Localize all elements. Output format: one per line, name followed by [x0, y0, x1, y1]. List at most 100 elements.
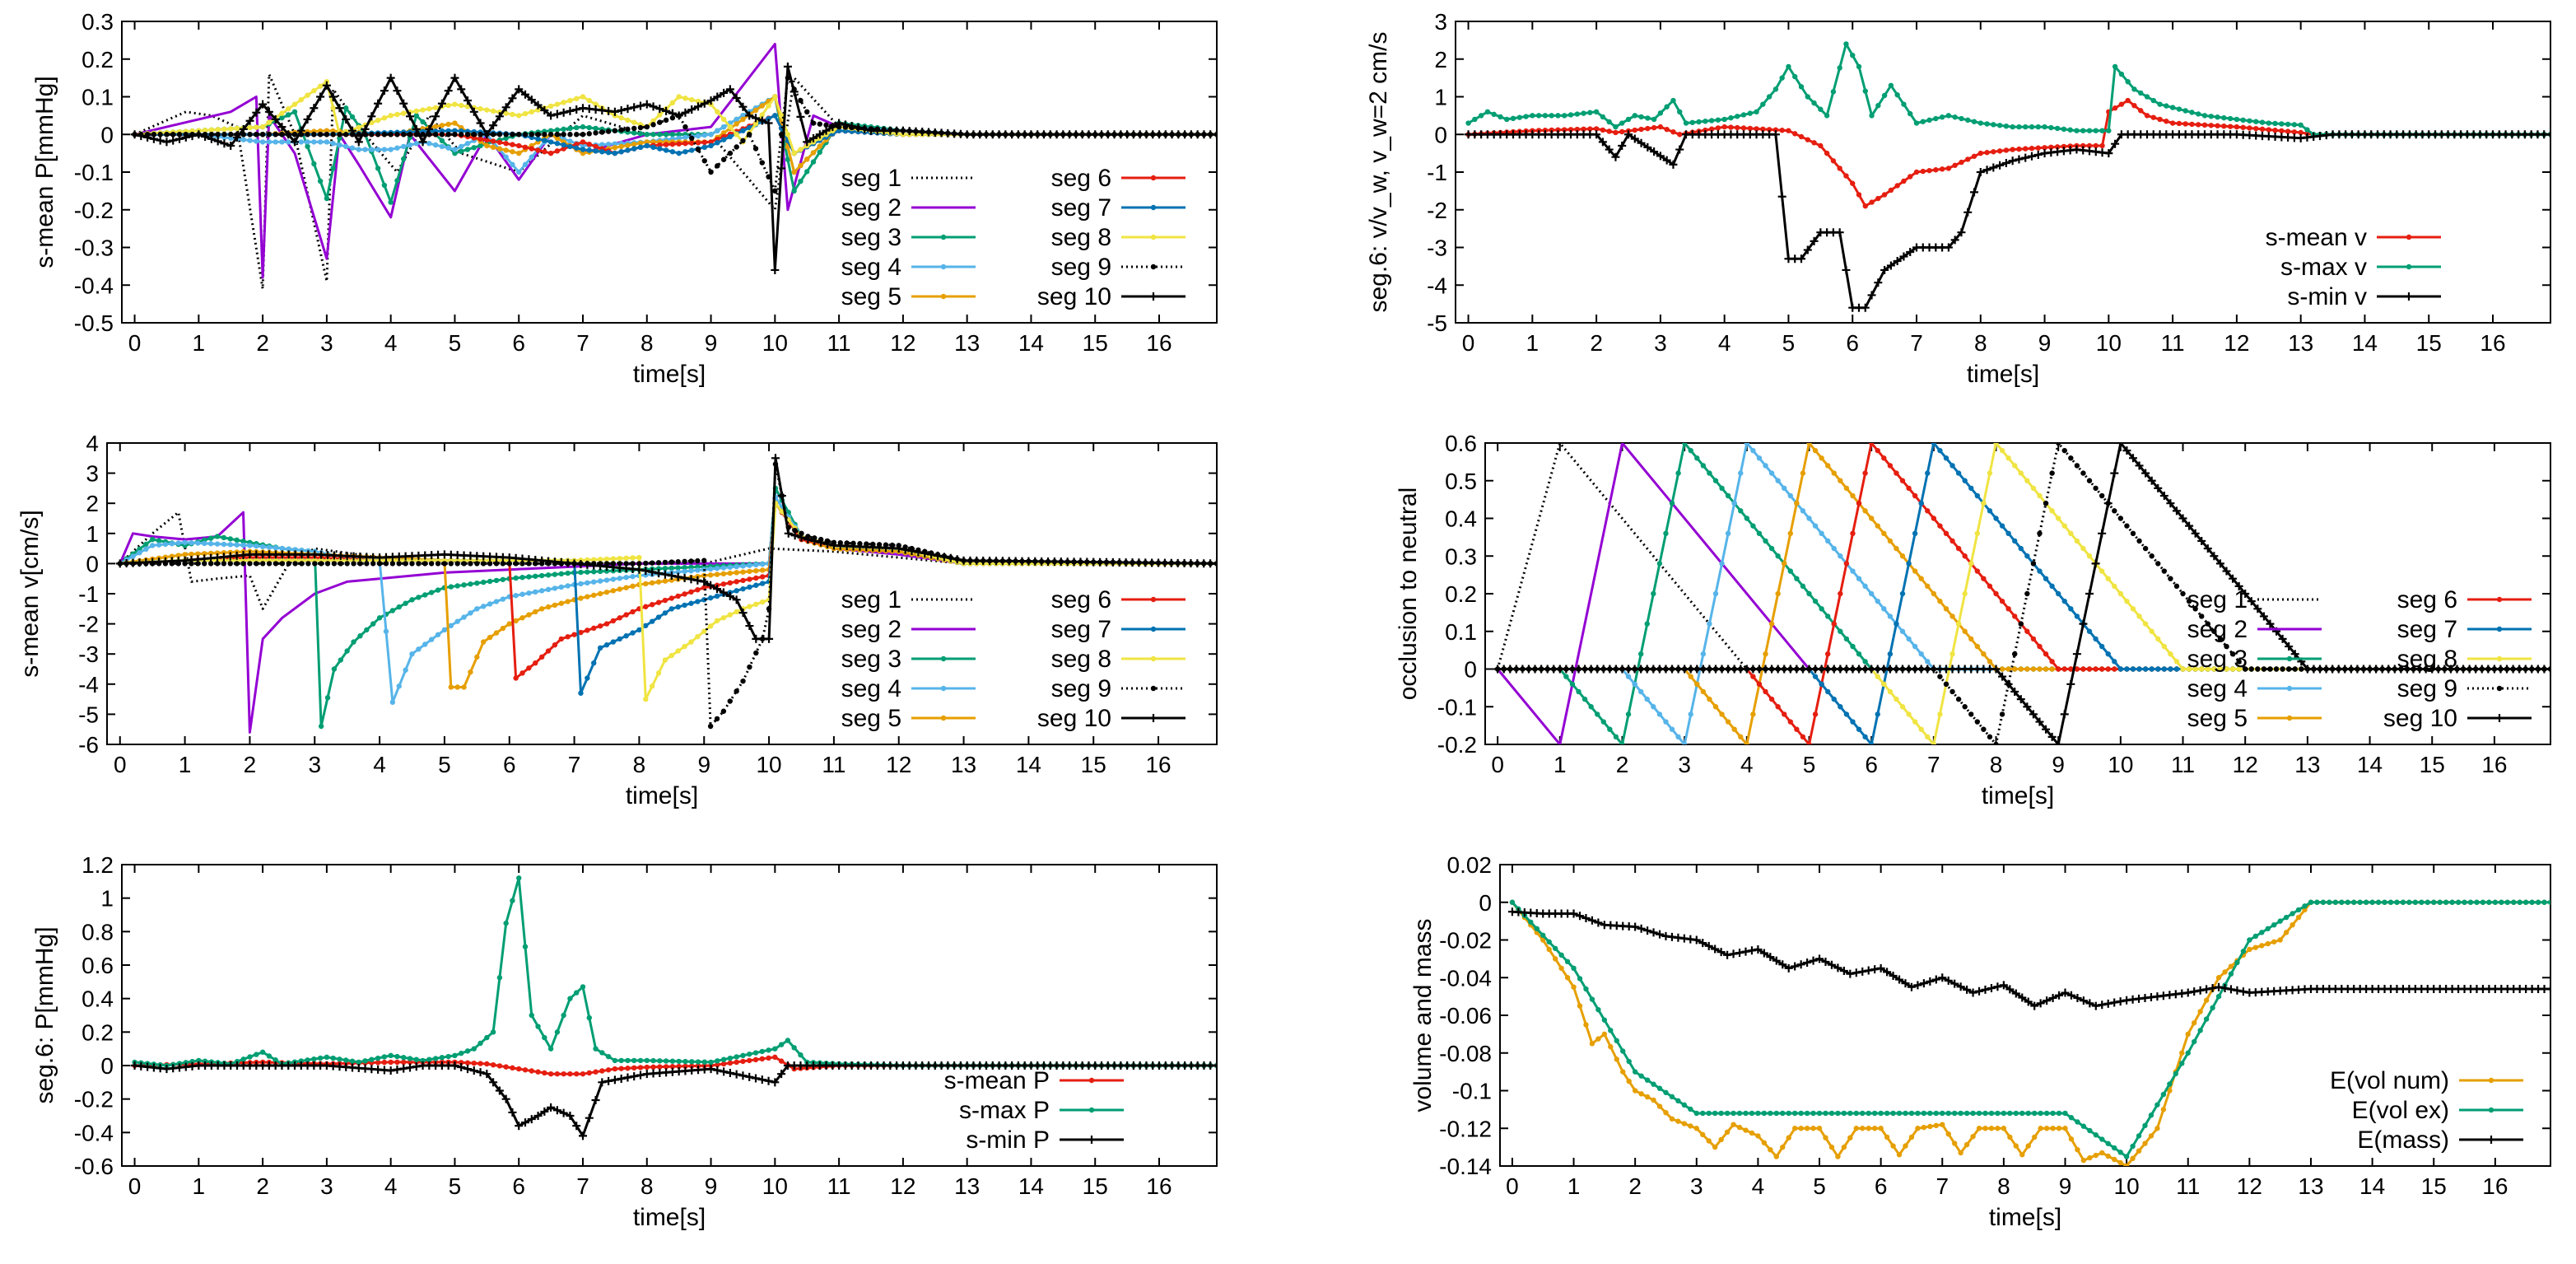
- data-point: [401, 143, 407, 150]
- data-point: [623, 575, 629, 581]
- x-tick-label: 7: [1927, 752, 1940, 777]
- data-point: [554, 141, 561, 147]
- panel-velocity-by-segment: 0 1 2 3 4 5 6 7 8 9 10 11 12 13 14 15 16-6-5-4-3-2-10123…: [16, 431, 1218, 809]
- x-tick-label: 13: [2294, 752, 2320, 777]
- data-point: [1993, 515, 1999, 521]
- data-point: [835, 119, 844, 128]
- data-point: [1707, 621, 1712, 627]
- data-point: [454, 583, 460, 589]
- data-point: [586, 124, 592, 131]
- data-point: [1650, 147, 1659, 156]
- data-point: [1850, 719, 1856, 725]
- legend-label: seg 7: [1051, 616, 1111, 643]
- y-tick-label: 0: [100, 122, 114, 147]
- data-point: [324, 561, 331, 567]
- data-point: [1999, 666, 2005, 672]
- data-point: [2043, 576, 2049, 581]
- data-point: [630, 609, 636, 615]
- data-point: [1598, 138, 1607, 147]
- data-point: [409, 561, 415, 567]
- data-point: [510, 111, 515, 118]
- data-point: [2142, 666, 2149, 672]
- data-point: [2157, 101, 2163, 107]
- data-point: [2012, 463, 2018, 469]
- data-point: [817, 121, 822, 127]
- data-point: [484, 142, 490, 149]
- data-point: [1850, 52, 1856, 58]
- data-point: [381, 147, 388, 152]
- data-point: [501, 103, 510, 112]
- data-point: [1937, 674, 1943, 679]
- data-point: [349, 145, 356, 151]
- data-point: [2005, 666, 2011, 672]
- plot-area: [130, 43, 1217, 291]
- data-point: [1887, 613, 1894, 619]
- data-point: [2068, 606, 2074, 612]
- data-point: [673, 572, 682, 581]
- data-point: [279, 139, 285, 145]
- data-point: [2236, 666, 2242, 672]
- data-point: [603, 589, 610, 595]
- data-point: [240, 542, 246, 548]
- data-point: [2125, 79, 2131, 85]
- data-point: [1516, 114, 1522, 120]
- legend-label: seg 4: [841, 675, 901, 702]
- data-point: [1998, 672, 2007, 681]
- data-point: [617, 636, 622, 642]
- data-point: [2142, 545, 2149, 552]
- data-point: [617, 561, 622, 567]
- data-point: [946, 553, 955, 562]
- data-point: [2292, 666, 2298, 672]
- data-point: [477, 136, 483, 142]
- data-point: [240, 539, 246, 544]
- data-point: [527, 96, 536, 105]
- y-tick-label: -1: [1427, 160, 1447, 185]
- data-point: [1987, 659, 1993, 665]
- data-point: [214, 541, 221, 547]
- data-point: [574, 96, 580, 101]
- data-point: [2112, 659, 2117, 665]
- x-tick-label: 15: [1083, 330, 1108, 356]
- data-point: [538, 572, 545, 579]
- data-point: [2023, 124, 2029, 130]
- data-point: [2054, 740, 2063, 744]
- data-point: [605, 150, 612, 156]
- data-point: [1977, 120, 1983, 126]
- data-point: [1728, 114, 1734, 121]
- data-point: [2279, 121, 2285, 127]
- data-point: [561, 142, 566, 148]
- data-point: [2023, 702, 2032, 711]
- y-tick-label: -1: [78, 581, 99, 607]
- data-point: [2149, 628, 2154, 634]
- data-point: [1991, 665, 2001, 674]
- data-point: [401, 156, 407, 162]
- data-point: [1965, 117, 1971, 124]
- data-point: [474, 654, 480, 660]
- data-point: [364, 627, 370, 633]
- data-point: [1703, 119, 1708, 124]
- data-point: [552, 585, 558, 591]
- x-tick-label: 15: [2416, 330, 2442, 356]
- data-point: [1766, 127, 1772, 133]
- data-point: [1894, 545, 1899, 552]
- data-point: [2161, 666, 2168, 672]
- data-point: [1712, 478, 1719, 483]
- legend-label: seg 1: [841, 165, 901, 192]
- data-point: [533, 100, 543, 110]
- series-line: [119, 511, 1217, 610]
- data-point: [597, 568, 603, 575]
- data-point: [810, 120, 817, 126]
- y-tick-label: 4: [86, 431, 99, 456]
- data-point: [668, 595, 675, 601]
- data-point: [2005, 455, 2011, 461]
- data-point: [1688, 674, 1693, 679]
- data-point: [752, 146, 759, 152]
- data-point: [798, 97, 804, 104]
- data-point: [277, 123, 286, 132]
- data-point: [759, 103, 765, 109]
- data-point: [2024, 666, 2030, 672]
- data-point: [740, 678, 746, 684]
- data-point: [1756, 455, 1763, 461]
- legend-marker: [1149, 292, 1158, 301]
- x-tick-label: 0: [114, 752, 127, 777]
